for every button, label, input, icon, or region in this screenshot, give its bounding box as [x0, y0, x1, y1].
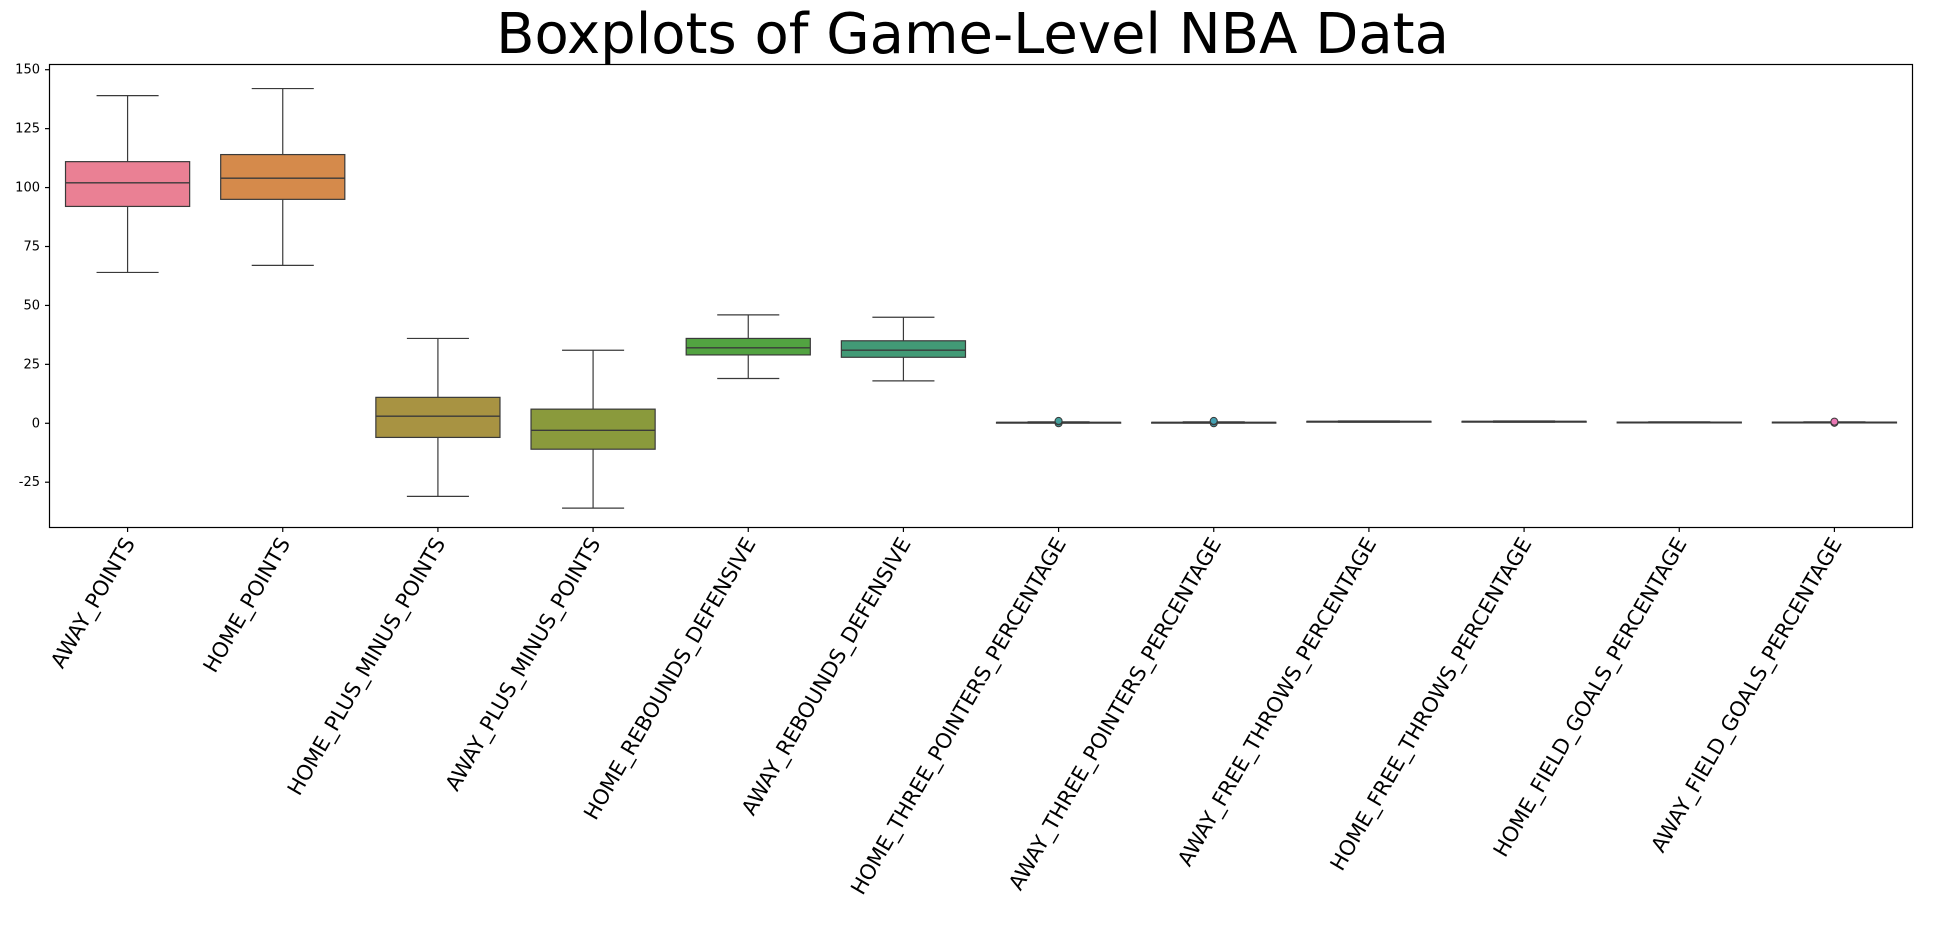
y-axis: -25 0 25 50 75 100 125 150: [15, 63, 50, 490]
chart-title: Boxplots of Game-Level NBA Data: [496, 2, 1449, 67]
box-iqr: [840, 340, 967, 358]
box-iqr: [375, 396, 501, 439]
y-tick-label: 50: [23, 298, 40, 313]
outlier-point: [1830, 417, 1839, 426]
x-tick-label: AWAY_PLUS_MINUS_POINTS: [441, 534, 607, 796]
x-tick-label: AWAY_REBOUNDS_DEFENSIVE: [737, 534, 917, 820]
y-tick-label: 125: [15, 122, 40, 137]
outlier-point: [1054, 416, 1063, 425]
box-group: [1616, 421, 1742, 424]
y-tick-label: 100: [15, 181, 40, 196]
plot-frame: [48, 63, 1914, 529]
y-tick-label: 0: [32, 416, 40, 431]
y-tick-label: 75: [23, 240, 40, 255]
boxes-layer: [64, 87, 1898, 509]
y-tick-label: 25: [23, 357, 40, 372]
x-tick-label: HOME_POINTS: [199, 534, 296, 678]
x-tick-label: HOME_PLUS_MINUS_POINTS: [283, 534, 451, 800]
box-group: [64, 95, 191, 274]
box-group: [1306, 420, 1432, 423]
y-tick-label: -25: [19, 475, 40, 490]
box-iqr: [64, 161, 191, 208]
box-group: [840, 316, 967, 382]
x-tick-label: HOME_REBOUNDS_DEFENSIVE: [579, 534, 761, 825]
box-group: [1771, 417, 1898, 427]
x-tick-label: HOME_FIELD_GOALS_PERCENTAGE: [1489, 534, 1693, 862]
x-tick-label: AWAY_POINTS: [46, 534, 141, 673]
box-group: [220, 87, 346, 266]
x-tick-label: AWAY_FIELD_GOALS_PERCENTAGE: [1646, 533, 1847, 856]
box-group: [530, 349, 656, 509]
box-iqr: [530, 408, 656, 450]
box-group: [1151, 416, 1277, 428]
box-group: [1461, 420, 1587, 423]
x-axis: AWAY_POINTS HOME_POINTSHOME_PLUS_MINUS_PO…: [46, 527, 1848, 899]
box-group: [685, 314, 811, 380]
box-iqr: [685, 337, 811, 356]
y-tick-label: 150: [15, 63, 40, 78]
box-group: [995, 416, 1122, 428]
box-group: [375, 337, 501, 497]
box-iqr: [220, 153, 346, 200]
outlier-point: [1209, 416, 1218, 425]
